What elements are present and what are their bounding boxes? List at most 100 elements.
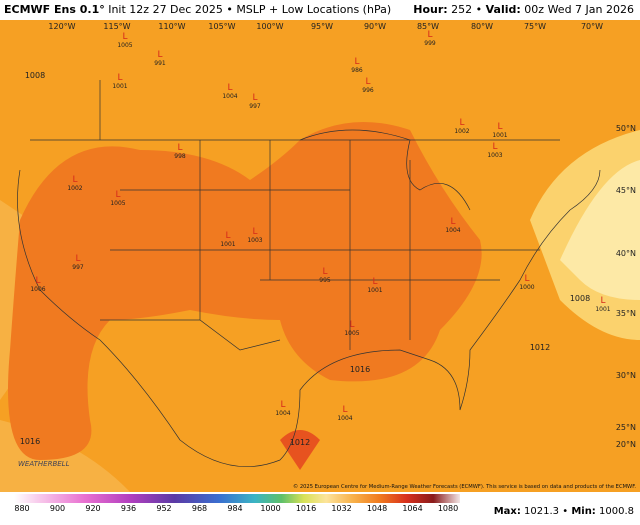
low-symbol: L [372, 277, 377, 287]
low-value: 1001 [112, 83, 127, 90]
isobar-label: 1008 [25, 71, 45, 80]
colorbar-label: 900 [49, 504, 66, 513]
isobar-label: 1016 [350, 365, 370, 374]
longitude-label: 105°W [208, 22, 235, 31]
low-value: 1004 [275, 410, 290, 417]
low-value: 1005 [117, 42, 132, 49]
low-symbol: L [227, 83, 232, 93]
low-value: 1003 [487, 152, 502, 159]
hour: 252 • [451, 3, 483, 16]
low-symbol: L [72, 175, 77, 185]
low-symbol: L [492, 142, 497, 152]
low-symbol: L [354, 57, 359, 67]
low-symbol: L [427, 30, 432, 40]
footer: Max: 1021.3 • Min: 1000.8 [494, 506, 634, 517]
latitude-label: 50°N [616, 124, 636, 133]
latitude-label: 30°N [616, 371, 636, 380]
low-value: 986 [351, 67, 363, 74]
title: ECMWF Ens 0.1° Init 12z 27 Dec 2025 • MS… [4, 0, 391, 20]
isobar-labels: 1008 1016 1016 1012 1008 1012 [20, 71, 590, 447]
low-value: 1001 [220, 241, 235, 248]
latitude-label: 40°N [616, 249, 636, 258]
isobar-label: 1016 [20, 437, 40, 446]
low-value: 996 [362, 87, 374, 94]
longitude-label: 95°W [311, 22, 333, 31]
longitude-label: 110°W [158, 22, 185, 31]
low-symbol: L [122, 32, 127, 42]
low-value: 1006 [30, 286, 45, 293]
longitude-label: 75°W [524, 22, 546, 31]
longitude-label: 120°W [48, 22, 75, 31]
low-value: 997 [249, 103, 261, 110]
low-symbol: L [459, 118, 464, 128]
low-value: 999 [424, 40, 436, 47]
colorbar-label: 1080 [437, 504, 459, 513]
low-symbol: L [450, 217, 455, 227]
longitude-label: 100°W [256, 22, 283, 31]
isobar-label: 1012 [530, 343, 550, 352]
low-value: 1002 [454, 128, 469, 135]
low-symbol: L [600, 296, 605, 306]
isobar-label: 1012 [290, 438, 310, 447]
copyright: © 2025 European Centre for Medium-Range … [293, 483, 636, 490]
low-symbol: L [225, 231, 230, 241]
colorbar-label: 968 [191, 504, 208, 513]
low-symbol: L [342, 405, 347, 415]
init: Init 12z 27 Dec 2025 • MSLP + Low Locati… [108, 3, 392, 16]
max-label: Max: [493, 506, 521, 517]
low-value: 997 [72, 264, 84, 271]
colorbar-label: 920 [85, 504, 101, 513]
low-value: 1004 [337, 415, 352, 422]
low-symbol: L [280, 400, 285, 410]
colorbar-label: 1048 [366, 504, 388, 513]
low-value: 1005 [344, 330, 359, 337]
valid-label: Valid: [485, 3, 521, 16]
longitude-label: 90°W [364, 22, 386, 31]
colorbar-label: 1064 [402, 504, 423, 513]
longitude-label: 80°W [471, 22, 493, 31]
min: 1000.8 [599, 506, 634, 517]
hour-label: Hour: [413, 3, 448, 16]
longitude-label: 85°W [417, 22, 439, 31]
longitude-labels: 120°W 115°W 110°W 105°W 100°W 95°W 90°W 85°W 80°… [48, 22, 603, 31]
low-symbol: L [252, 93, 257, 103]
low-area [280, 430, 320, 470]
low-value: 1000 [519, 284, 534, 291]
colorbar-label: 1032 [331, 504, 352, 513]
low-symbol: L [322, 267, 327, 277]
low-value: 1004 [445, 227, 460, 234]
low-value: 1005 [110, 200, 125, 207]
low-value: 998 [174, 153, 186, 160]
low-value: 991 [154, 60, 166, 67]
low-symbol: L [252, 227, 257, 237]
colorbar [14, 494, 460, 503]
borders [17, 80, 601, 467]
low-symbol: L [365, 77, 370, 87]
low-value: 1001 [492, 132, 507, 139]
low-symbol: L [349, 320, 354, 330]
low-symbol: L [524, 274, 529, 284]
longitude-label: 70°W [581, 22, 603, 31]
min-label: Min: [571, 506, 596, 517]
low-value: 1002 [67, 185, 82, 192]
colorbar-label: 1000 [260, 504, 281, 513]
low-symbol: L [157, 50, 162, 60]
colorbar-label: 936 [120, 504, 137, 513]
low-symbol: L [35, 276, 40, 286]
colorbar-label: 880 [14, 504, 30, 513]
low-value: 1003 [247, 237, 262, 244]
latitude-label: 25°N [616, 423, 636, 432]
low-symbol: L [75, 254, 80, 264]
low-symbol: L [117, 73, 122, 83]
latitude-label: 45°N [616, 186, 636, 195]
low-symbol: L [177, 143, 182, 153]
colorbar-label: 952 [156, 504, 172, 513]
max: 1021.3 • [524, 506, 569, 517]
low-area [8, 122, 482, 460]
low-symbol: L [497, 122, 502, 132]
isobar-label: 1008 [570, 294, 590, 303]
latitude-label: 35°N [616, 309, 636, 318]
colorbar-label: 1016 [295, 504, 317, 513]
